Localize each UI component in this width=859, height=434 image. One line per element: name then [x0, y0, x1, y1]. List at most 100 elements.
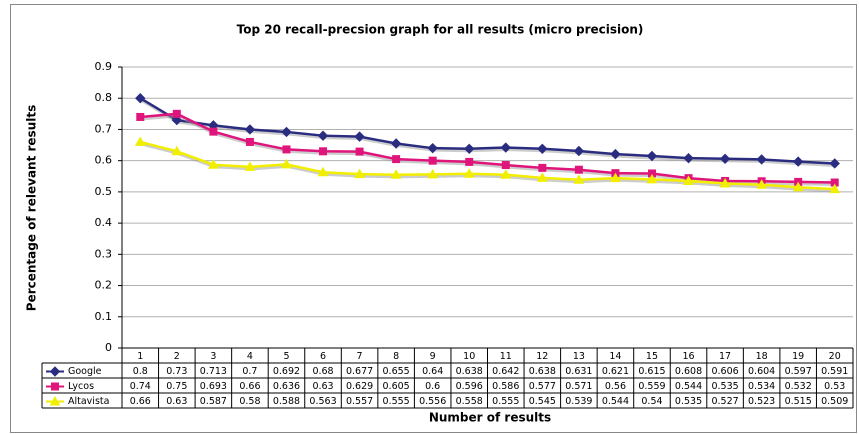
x-tick-label: 14 [609, 351, 621, 362]
point [245, 137, 254, 146]
table-value: 0.523 [748, 396, 775, 407]
series-line [139, 140, 835, 191]
table-value: 0.629 [346, 381, 373, 392]
table-value: 0.535 [675, 396, 702, 407]
table-value: 0.677 [346, 366, 373, 377]
table-value: 0.532 [785, 381, 812, 392]
table-value: 0.58 [239, 396, 260, 407]
point [281, 126, 292, 138]
x-tick-label: 6 [320, 351, 326, 362]
point [573, 145, 585, 157]
point [428, 156, 437, 165]
y-tick-label: 0.6 [95, 154, 113, 167]
point [244, 161, 256, 171]
x-tick-label: 5 [283, 351, 289, 362]
table-value: 0.73 [166, 366, 187, 377]
point [171, 145, 183, 156]
point [610, 172, 621, 183]
table-value: 0.587 [200, 396, 227, 407]
point [683, 175, 694, 185]
table-value: 0.515 [785, 396, 812, 407]
y-tick-label: 0 [105, 341, 112, 354]
table-value: 0.636 [273, 381, 300, 392]
point [463, 168, 475, 178]
table-value: 0.597 [785, 366, 812, 377]
point [646, 150, 658, 162]
point [719, 177, 731, 188]
point [135, 93, 146, 104]
x-tick-label: 19 [792, 351, 804, 362]
point [136, 112, 145, 121]
y-tick-label: 0.7 [95, 122, 113, 135]
x-tick-label: 15 [646, 351, 658, 362]
table-value: 0.539 [565, 396, 592, 407]
point [536, 172, 548, 182]
table-value: 0.7 [242, 366, 257, 377]
table-value: 0.56 [605, 381, 626, 392]
table-value: 0.692 [273, 366, 300, 377]
x-axis-label: Number of results [429, 411, 551, 425]
table-value: 0.621 [602, 366, 629, 377]
table-value: 0.66 [130, 396, 151, 407]
table-value: 0.638 [529, 366, 556, 377]
x-tick-label: 9 [430, 351, 436, 362]
table-value: 0.555 [383, 396, 410, 407]
point [172, 109, 181, 118]
table-value: 0.64 [422, 366, 443, 377]
point [209, 127, 218, 136]
y-tick-label: 0.3 [95, 247, 113, 260]
y-tick-label: 0.5 [95, 185, 113, 198]
table-value: 0.8 [133, 366, 148, 377]
x-tick-label: 7 [357, 351, 363, 362]
legend-label: Google [68, 366, 102, 377]
table-value: 0.544 [675, 381, 702, 392]
table-value: 0.596 [456, 381, 483, 392]
x-tick-label: 16 [682, 351, 694, 362]
table-value: 0.586 [492, 381, 519, 392]
point [244, 124, 256, 135]
point [464, 143, 475, 155]
table-value: 0.591 [821, 366, 848, 377]
table-value: 0.615 [638, 366, 665, 377]
point [719, 153, 731, 165]
table-value: 0.605 [383, 381, 410, 392]
point [134, 136, 146, 146]
x-tick-label: 10 [463, 351, 475, 362]
point [500, 169, 512, 179]
table-value: 0.535 [711, 381, 738, 392]
point [500, 142, 511, 153]
x-tick-label: 4 [247, 351, 253, 362]
point [319, 147, 328, 156]
legend-label: Lycos [68, 381, 94, 392]
x-tick-label: 2 [174, 351, 180, 362]
series-line [139, 97, 835, 165]
point [282, 145, 291, 154]
table-value: 0.545 [529, 396, 556, 407]
table-value: 0.655 [383, 366, 410, 377]
point [317, 166, 329, 177]
table-value: 0.631 [565, 366, 592, 377]
table-value: 0.713 [200, 366, 227, 377]
table-value: 0.6 [425, 381, 440, 392]
point [208, 159, 219, 169]
x-tick-label: 13 [573, 351, 585, 362]
point [792, 181, 804, 192]
x-tick-label: 8 [393, 351, 399, 362]
point [610, 148, 621, 160]
table-value: 0.534 [748, 381, 775, 392]
y-tick-label: 0.8 [95, 91, 113, 104]
point [538, 163, 547, 172]
y-tick-label: 0.1 [95, 310, 113, 323]
table-value: 0.604 [748, 366, 775, 377]
x-tick-label: 12 [536, 351, 548, 362]
legend-marker [49, 395, 61, 406]
y-tick-label: 0.4 [95, 216, 113, 229]
table-value: 0.75 [166, 381, 187, 392]
table-value: 0.509 [821, 396, 848, 407]
chart-title: Top 20 recall-precsion graph for all res… [237, 23, 644, 37]
table-value: 0.559 [638, 381, 665, 392]
point [792, 156, 804, 167]
series-line-shadow [140, 142, 836, 193]
point [574, 165, 583, 174]
point [317, 130, 329, 141]
